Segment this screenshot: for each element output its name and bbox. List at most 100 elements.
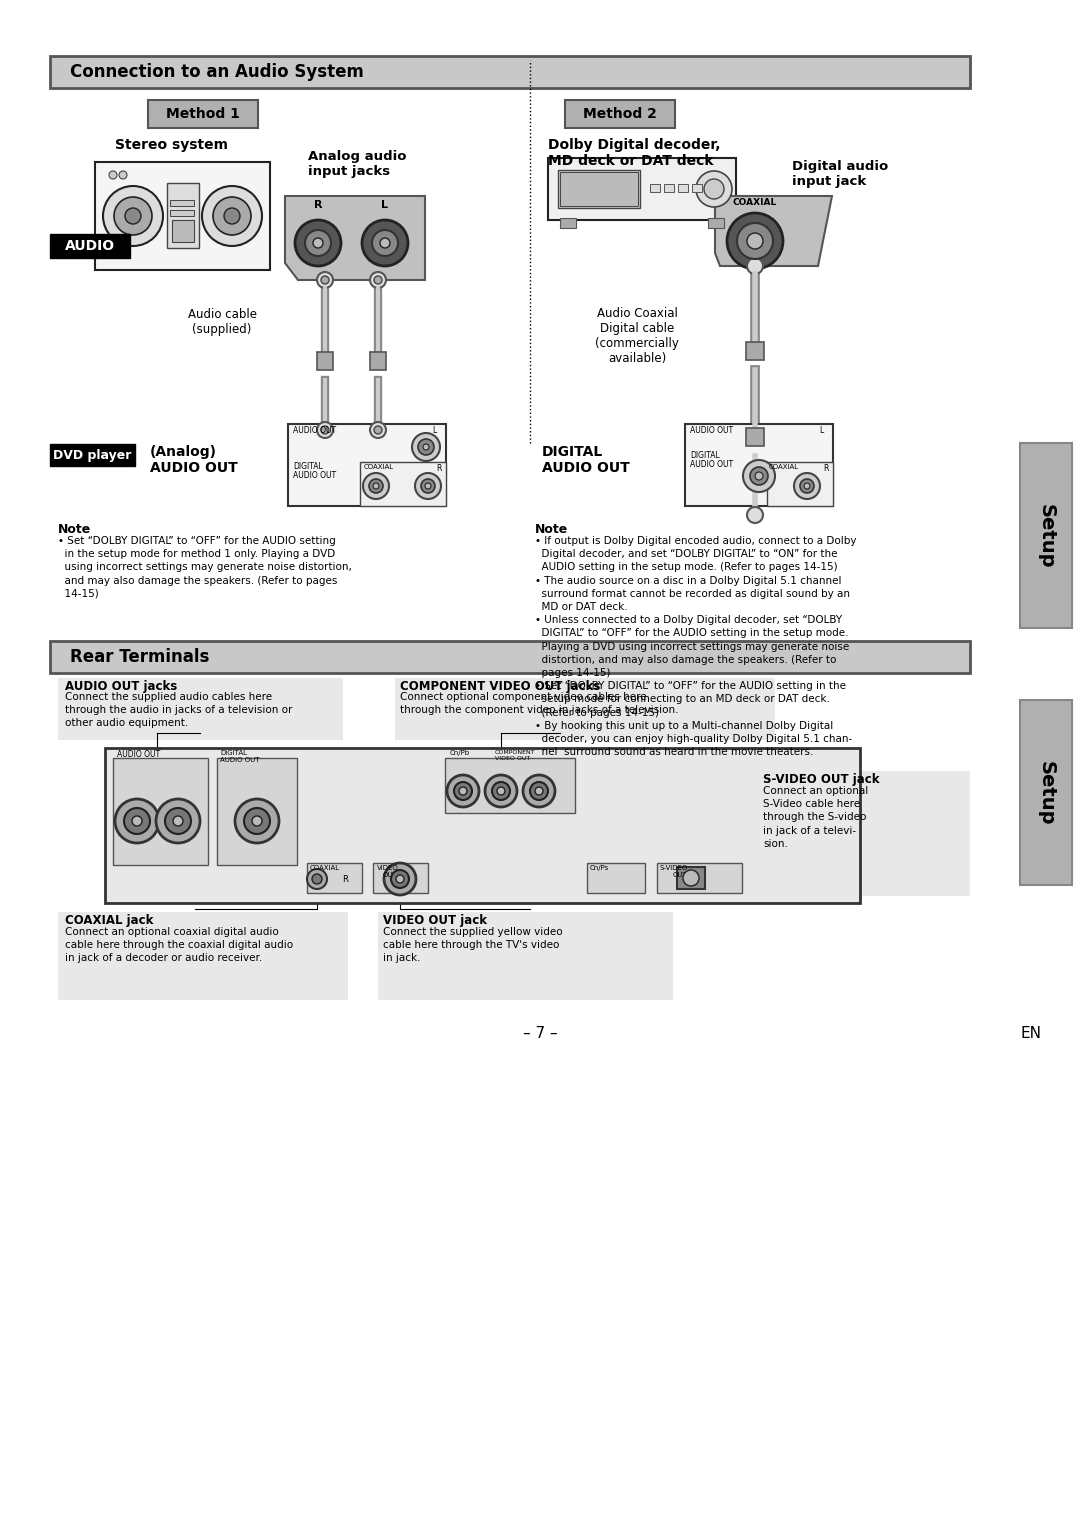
Bar <box>105 749 860 903</box>
Bar <box>50 234 130 258</box>
Bar <box>706 183 716 193</box>
Text: S-VIDEO: S-VIDEO <box>660 865 688 871</box>
Text: Analog audio
input jacks: Analog audio input jacks <box>308 150 406 177</box>
Text: R: R <box>342 874 348 883</box>
Text: Rear Terminals: Rear Terminals <box>70 648 210 666</box>
Circle shape <box>418 439 434 455</box>
Bar <box>360 461 446 506</box>
Text: AUDIO OUT: AUDIO OUT <box>117 750 160 759</box>
Text: OUT: OUT <box>673 872 688 879</box>
Text: Audio Coaxial
Digital cable
(commercially
available): Audio Coaxial Digital cable (commerciall… <box>595 307 679 365</box>
Circle shape <box>750 468 768 484</box>
Text: Setup: Setup <box>1037 504 1055 568</box>
Polygon shape <box>285 196 426 280</box>
Circle shape <box>447 775 480 807</box>
Circle shape <box>396 876 404 883</box>
Circle shape <box>747 507 762 523</box>
Circle shape <box>224 208 240 225</box>
Circle shape <box>202 186 262 246</box>
Text: VIDEO OUT: VIDEO OUT <box>495 756 530 761</box>
Circle shape <box>374 426 382 434</box>
Circle shape <box>485 775 517 807</box>
Circle shape <box>312 874 322 885</box>
Text: R: R <box>436 465 442 474</box>
Circle shape <box>743 460 775 492</box>
Circle shape <box>173 816 183 827</box>
Bar <box>746 342 764 361</box>
Text: Note: Note <box>535 523 568 536</box>
Text: L: L <box>381 200 389 209</box>
Bar <box>170 209 194 215</box>
Circle shape <box>530 782 548 801</box>
Circle shape <box>156 799 200 843</box>
Text: AUDIO OUT: AUDIO OUT <box>293 471 336 480</box>
Bar <box>558 170 640 208</box>
Circle shape <box>362 220 408 266</box>
Text: COAXIAL: COAXIAL <box>733 199 778 206</box>
Bar <box>378 912 673 999</box>
Bar <box>561 219 576 228</box>
Text: COMPONENT: COMPONENT <box>495 750 536 755</box>
Circle shape <box>794 474 820 500</box>
Circle shape <box>307 869 327 889</box>
Circle shape <box>124 808 150 834</box>
Circle shape <box>318 272 333 287</box>
Bar <box>708 219 724 228</box>
Bar <box>307 863 362 892</box>
Bar <box>746 428 764 446</box>
Circle shape <box>103 186 163 246</box>
Bar <box>1020 700 1072 885</box>
Circle shape <box>321 277 329 284</box>
Text: Setup: Setup <box>1037 761 1055 825</box>
Circle shape <box>370 272 386 287</box>
Bar <box>50 642 970 672</box>
Text: L: L <box>819 426 823 435</box>
Text: AUDIO OUT: AUDIO OUT <box>220 756 259 762</box>
Text: Connect an optional coaxial digital audio
cable here through the coaxial digital: Connect an optional coaxial digital audi… <box>65 927 293 963</box>
Text: Connection to an Audio System: Connection to an Audio System <box>70 63 364 81</box>
Circle shape <box>459 787 467 795</box>
Text: Audio cable
(supplied): Audio cable (supplied) <box>188 309 257 336</box>
Text: Method 2: Method 2 <box>583 107 657 121</box>
Circle shape <box>727 212 783 269</box>
Text: DIGITAL: DIGITAL <box>293 461 323 471</box>
Circle shape <box>523 775 555 807</box>
Circle shape <box>423 445 429 451</box>
Bar <box>1020 443 1072 628</box>
Circle shape <box>747 258 762 274</box>
Bar <box>657 863 742 892</box>
Bar <box>767 461 833 506</box>
Circle shape <box>372 231 399 257</box>
Bar <box>664 183 674 193</box>
Circle shape <box>426 483 431 489</box>
Bar <box>288 423 446 506</box>
Circle shape <box>497 787 505 795</box>
Text: COAXIAL: COAXIAL <box>310 865 340 871</box>
Bar <box>588 863 645 892</box>
Circle shape <box>132 816 141 827</box>
Bar <box>373 863 428 892</box>
Circle shape <box>683 869 699 886</box>
Bar <box>148 99 258 128</box>
Bar <box>758 772 970 895</box>
Bar <box>50 445 135 466</box>
Bar <box>50 57 970 89</box>
Circle shape <box>313 238 323 248</box>
Bar <box>58 912 348 999</box>
Circle shape <box>295 220 341 266</box>
Bar <box>692 183 702 193</box>
Bar <box>113 758 208 865</box>
Text: Cn/Ps: Cn/Ps <box>590 865 609 871</box>
Text: • If output is Dolby Digital encoded audio, connect to a Dolby
  Digital decoder: • If output is Dolby Digital encoded aud… <box>535 536 856 758</box>
Text: COAXIAL: COAXIAL <box>769 465 799 471</box>
Text: Cn/Pb: Cn/Pb <box>450 750 470 756</box>
Circle shape <box>800 478 814 494</box>
Circle shape <box>374 277 382 284</box>
Text: Connect an optional
S-Video cable here
through the S-video
in jack of a televi-
: Connect an optional S-Video cable here t… <box>762 785 868 848</box>
Circle shape <box>411 432 440 461</box>
Circle shape <box>391 869 409 888</box>
Polygon shape <box>715 196 832 266</box>
Circle shape <box>737 223 773 260</box>
Text: COAXIAL jack: COAXIAL jack <box>65 914 153 927</box>
Text: OUT: OUT <box>383 872 397 879</box>
